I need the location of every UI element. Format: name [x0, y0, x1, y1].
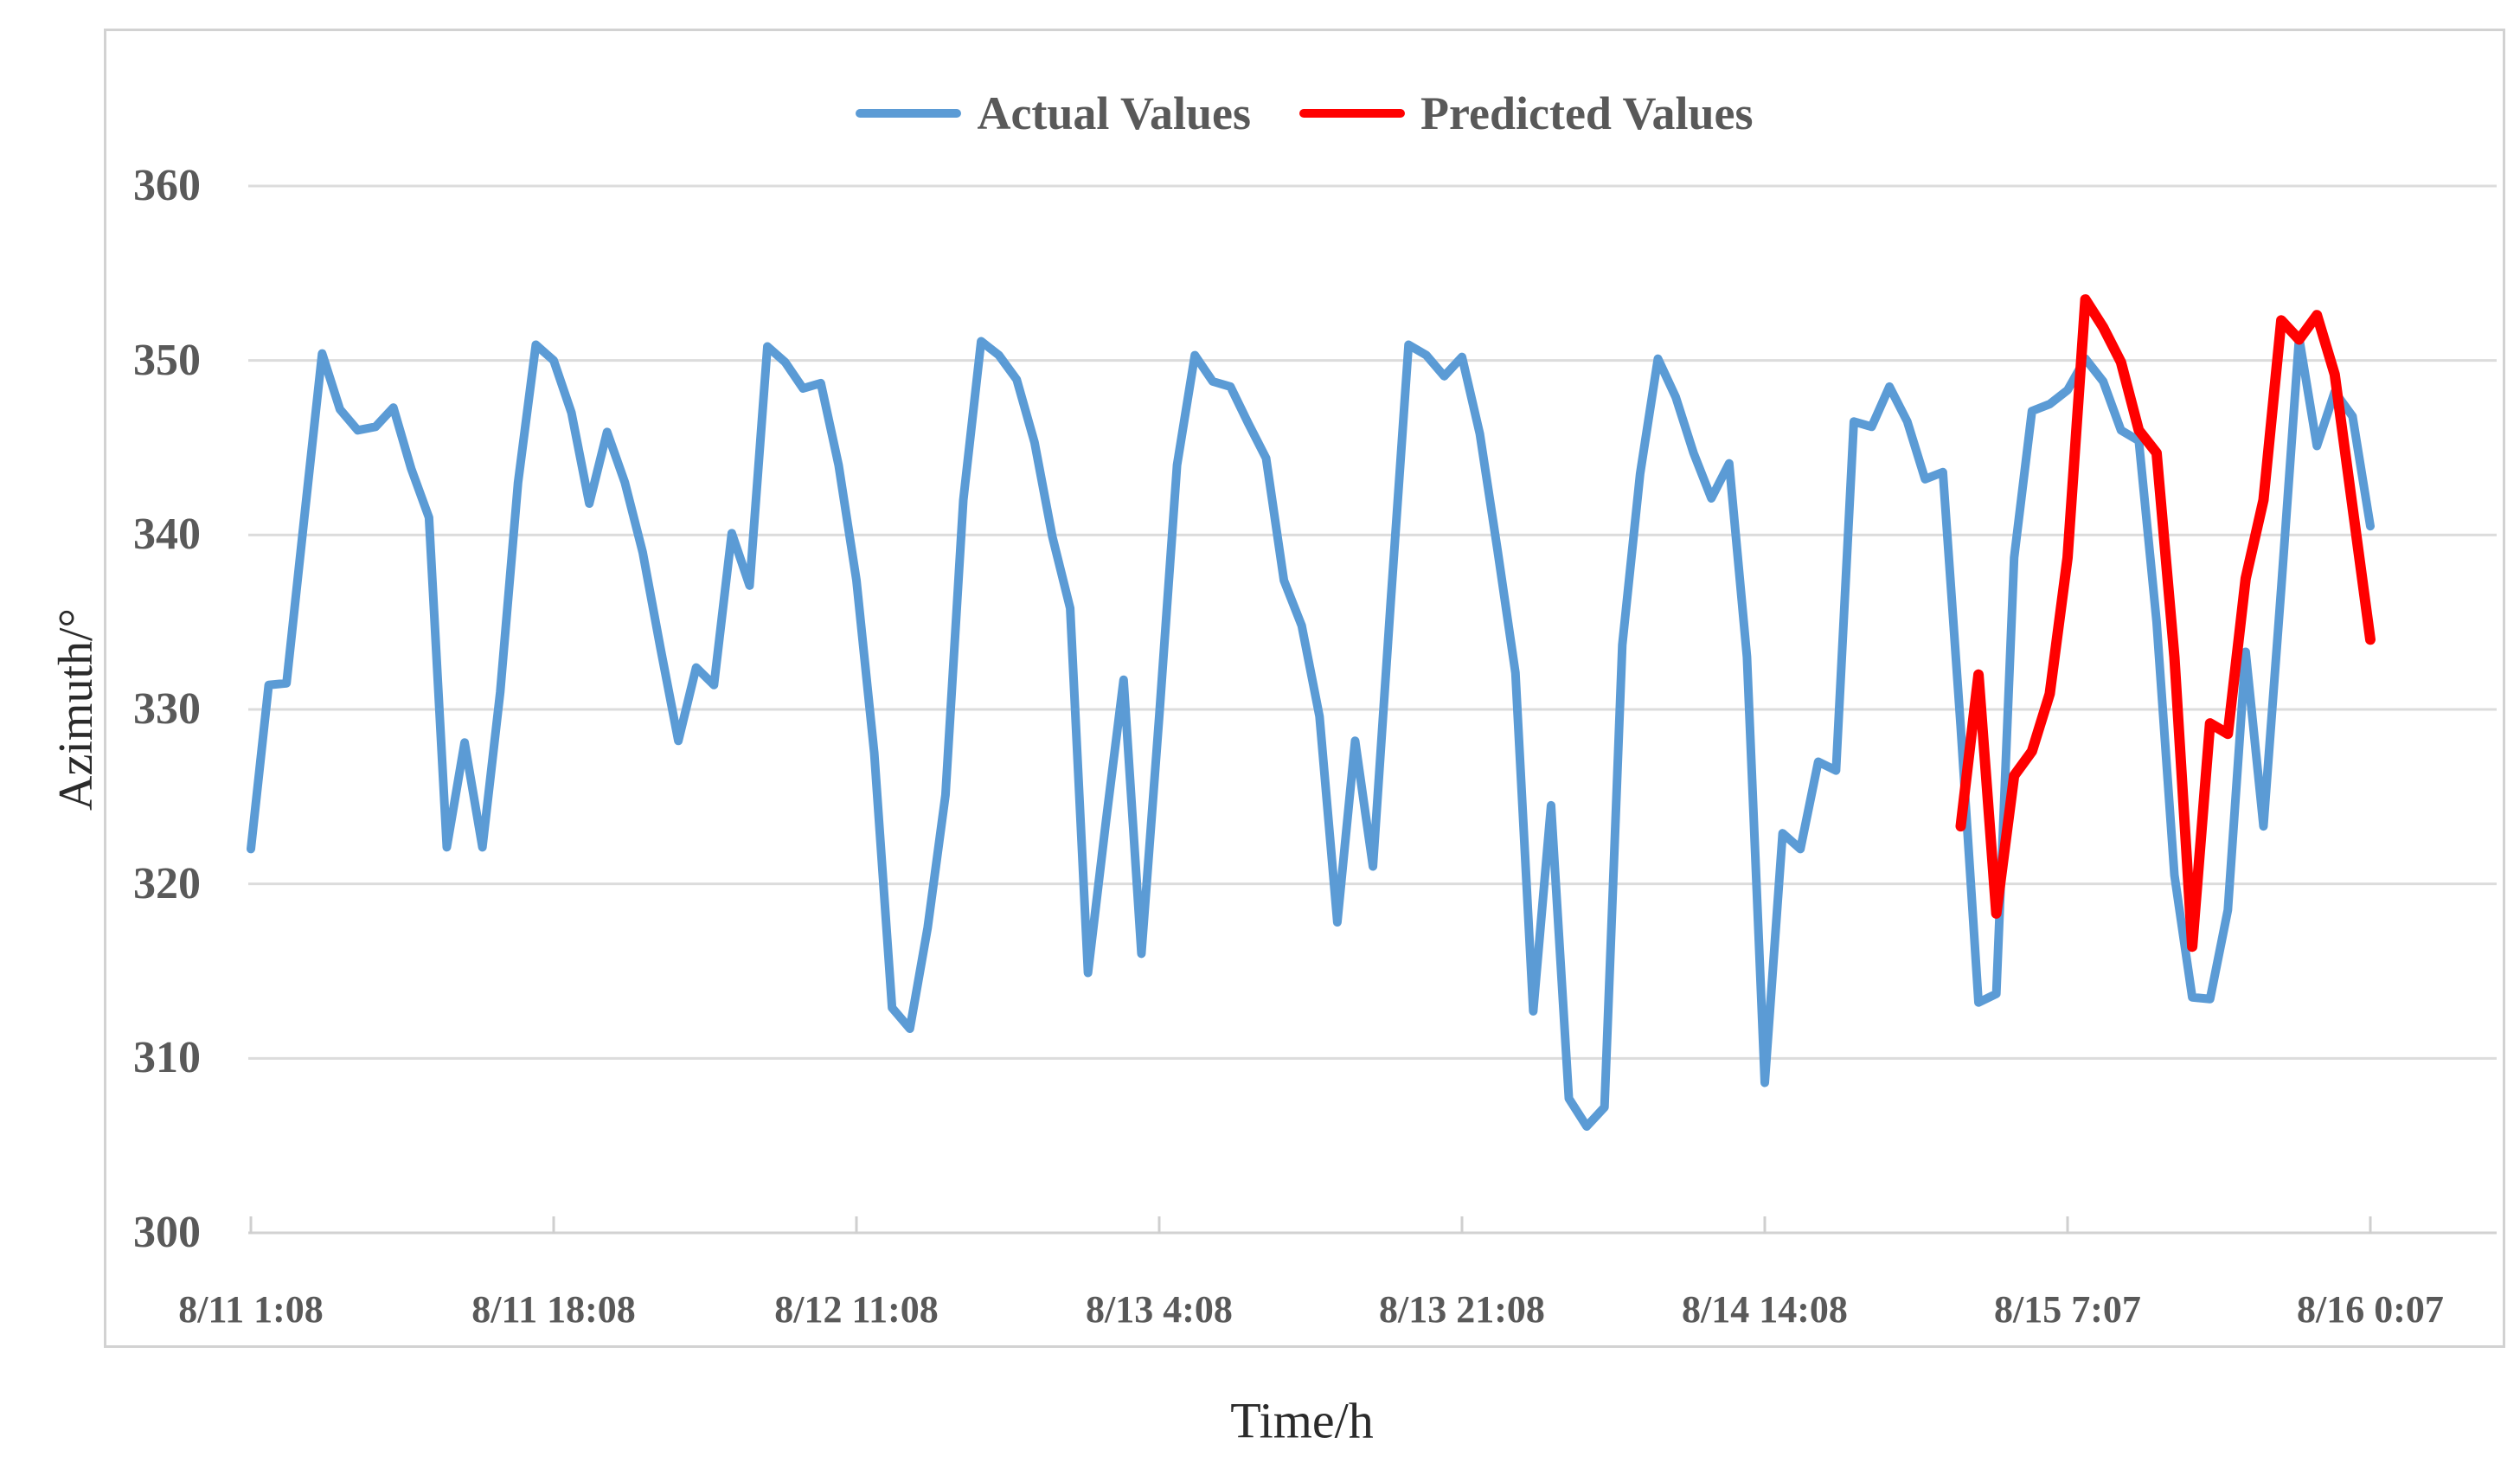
- x-tick-label: 8/14 14:08: [1682, 1288, 1848, 1331]
- x-axis-title: Time/h: [1230, 1392, 1374, 1449]
- y-tick-label: 320: [133, 858, 201, 908]
- y-tick-label: 300: [133, 1208, 201, 1257]
- x-tick-label: 8/13 21:08: [1379, 1288, 1545, 1331]
- legend-label-predicted: Predicted Values: [1420, 87, 1754, 139]
- x-tick-label: 8/13 4:08: [1086, 1288, 1233, 1331]
- legend-item-predicted: Predicted Values: [1299, 87, 1754, 140]
- y-tick-label: 340: [133, 510, 201, 560]
- x-tick-label: 8/11 1:08: [178, 1288, 324, 1331]
- legend-line-actual-swatch: [856, 109, 962, 118]
- legend-item-actual: Actual Values: [856, 87, 1251, 140]
- y-tick-label: 310: [133, 1033, 201, 1083]
- legend-line-predicted-swatch: [1299, 109, 1406, 118]
- x-tick-label: 8/15 7:07: [1994, 1288, 2141, 1331]
- x-tick-label: 8/16 0:07: [2297, 1288, 2444, 1331]
- y-tick-label: 350: [133, 335, 201, 385]
- x-tick-label: 8/12 11:08: [774, 1288, 939, 1331]
- x-tick-label: 8/11 18:08: [471, 1288, 636, 1331]
- predicted-values-line: [1955, 294, 2376, 953]
- y-tick-label: 330: [133, 684, 201, 734]
- actual-values-line: [247, 333, 2375, 1131]
- legend: Actual Values Predicted Values: [104, 87, 2505, 140]
- y-tick-label: 360: [133, 161, 201, 210]
- legend-label-actual: Actual Values: [977, 87, 1252, 139]
